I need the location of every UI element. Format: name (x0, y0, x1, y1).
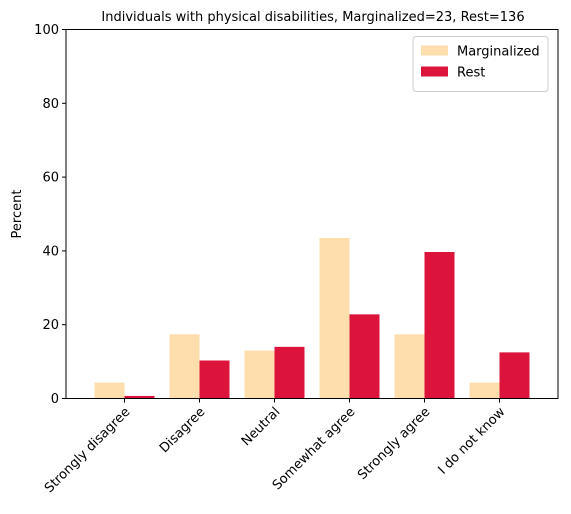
bar-rest-2 (274, 346, 305, 399)
x-tick-label-2: Neutral (239, 405, 284, 450)
bar-rest-5 (499, 352, 530, 399)
y-tick-label-2: 40 (42, 244, 59, 259)
bar-rest-1 (199, 360, 230, 399)
legend: Marginalized Rest (412, 36, 549, 92)
bar-marginalized-5 (469, 382, 500, 399)
bar-marginalized-2 (244, 350, 275, 399)
bars-group (94, 237, 530, 399)
y-tick-label-5: 100 (34, 23, 59, 38)
x-tick-label-5: I do not know (435, 404, 508, 477)
x-tick-label-4: Strongly agree (355, 405, 433, 483)
x-tick-label-3: Somewhat agree (270, 405, 359, 494)
legend-swatch-rest (421, 66, 448, 77)
legend-swatch-marginalized (421, 45, 448, 56)
y-tick-label-1: 20 (42, 318, 59, 333)
legend-label-rest: Rest (457, 66, 485, 81)
x-tick-label-1: Disagree (157, 405, 208, 456)
bar-marginalized-4 (394, 334, 425, 399)
y-tick-label-4: 80 (42, 97, 59, 112)
bar-rest-0 (124, 395, 155, 399)
x-axis-ticks: Strongly disagree Disagree NeutralSomewhat… (42, 398, 509, 496)
bar-marginalized-0 (94, 382, 125, 399)
bar-rest-4 (424, 252, 455, 399)
y-axis-label: Percent (10, 190, 25, 239)
bar-marginalized-3 (319, 237, 350, 399)
legend-label-marginalized: Marginalized (457, 45, 540, 60)
y-tick-label-0: 0 (51, 392, 59, 407)
y-tick-label-3: 60 (42, 171, 59, 186)
chart-title: Individuals with physical disabilities, … (101, 10, 524, 25)
bar-rest-3 (349, 314, 380, 399)
plot-frame (65, 29, 559, 399)
bar-marginalized-1 (169, 334, 200, 399)
x-tick-label-0: Strongly disagree (42, 405, 133, 496)
y-axis-ticks: 0 20 40 60 80 100 (34, 23, 66, 407)
